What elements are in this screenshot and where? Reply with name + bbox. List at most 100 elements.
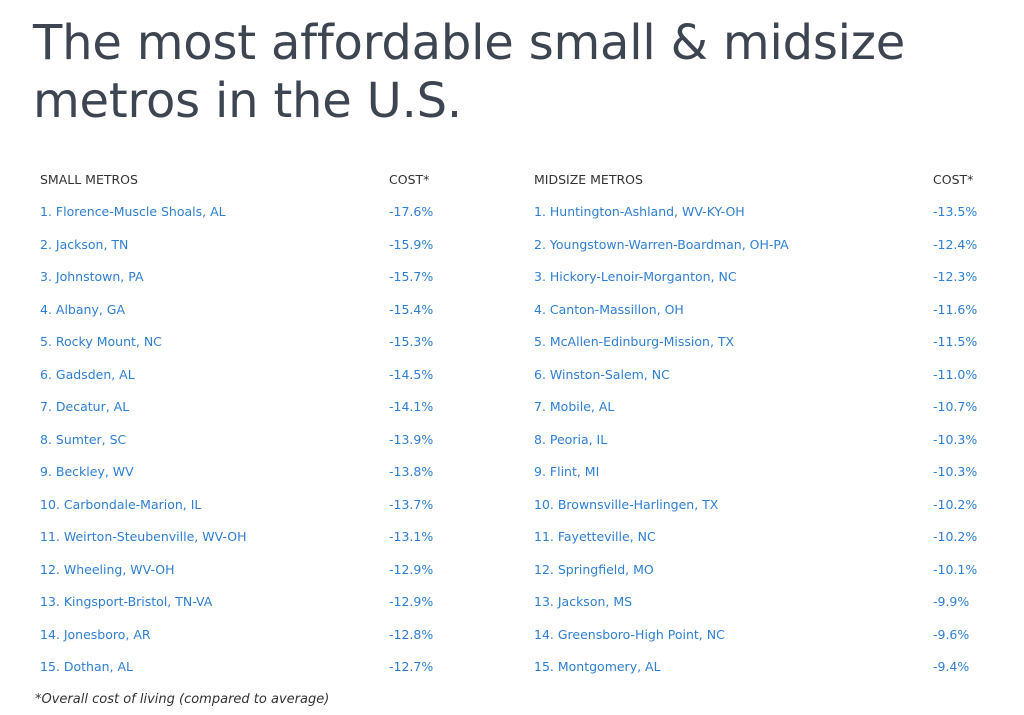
table-row[interactable]: 11. Fayetteville, NC -10.2%	[534, 521, 984, 554]
metro-name-link[interactable]: 2. Jackson, TN	[40, 236, 129, 252]
metro-name-link[interactable]: 13. Jackson, MS	[534, 594, 633, 609]
midsize-metros-table: MIDSIZE METROS COST* 1. Huntington-Ashla…	[534, 164, 984, 684]
cost-value: -13.1%	[389, 529, 434, 544]
metro-name-link[interactable]: 7. Mobile, AL	[534, 399, 615, 414]
footnote: *Overall cost of living (compared to ave…	[35, 692, 330, 707]
cost-value: -13.8%	[389, 464, 434, 479]
cost-value: -15.7%	[389, 269, 434, 284]
cost-value: -10.2%	[933, 496, 978, 512]
metro-name-link[interactable]: 9. Flint, MI	[534, 464, 600, 479]
metro-name-link[interactable]: 9. Beckley, WV	[40, 464, 134, 479]
cost-value: -10.2%	[933, 529, 978, 544]
cost-value: -12.7%	[389, 659, 434, 674]
metro-name-link[interactable]: 10. Carbondale-Marion, IL	[40, 496, 202, 512]
metro-name-link[interactable]: 8. Peoria, IL	[534, 431, 608, 447]
metro-name-link[interactable]: 1. Huntington-Ashland, WV-KY-OH	[534, 204, 745, 219]
cost-value: -13.7%	[389, 496, 434, 512]
table-row[interactable]: 10. Brownsville-Harlingen, TX -10.2%	[534, 489, 984, 522]
cost-value: -12.8%	[389, 626, 434, 642]
cost-value: -14.5%	[389, 366, 434, 382]
table-row[interactable]: 15. Montgomery, AL -9.4%	[534, 651, 984, 684]
table-row[interactable]: 12. Wheeling, WV-OH -12.9%	[40, 554, 440, 587]
table-row[interactable]: 3. Johnstown, PA -15.7%	[40, 261, 440, 294]
metro-name-link[interactable]: 11. Weirton-Steubenville, WV-OH	[40, 529, 247, 544]
column-header-cost: COST*	[933, 172, 974, 187]
table-row[interactable]: 1. Huntington-Ashland, WV-KY-OH -13.5%	[534, 196, 984, 229]
cost-value: -10.3%	[933, 431, 978, 447]
metro-name-link[interactable]: 6. Winston-Salem, NC	[534, 366, 670, 382]
table-row[interactable]: 11. Weirton-Steubenville, WV-OH -13.1%	[40, 521, 440, 554]
table-row[interactable]: 14. Jonesboro, AR -12.8%	[40, 619, 440, 652]
metro-name-link[interactable]: 3. Hickory-Lenoir-Morganton, NC	[534, 269, 737, 284]
cost-value: -13.9%	[389, 431, 434, 447]
small-metros-table: SMALL METROS COST* 1. Florence-Muscle Sh…	[40, 164, 440, 684]
metro-name-link[interactable]: 14. Greensboro-High Point, NC	[534, 626, 725, 642]
table-row[interactable]: 6. Gadsden, AL -14.5%	[40, 359, 440, 392]
metro-name-link[interactable]: 10. Brownsville-Harlingen, TX	[534, 496, 719, 512]
cost-value: -9.9%	[933, 594, 970, 609]
column-header-cost: COST*	[389, 172, 430, 187]
table-row[interactable]: 14. Greensboro-High Point, NC -9.6%	[534, 619, 984, 652]
metro-name-link[interactable]: 7. Decatur, AL	[40, 399, 130, 414]
table-row[interactable]: 3. Hickory-Lenoir-Morganton, NC -12.3%	[534, 261, 984, 294]
table-row[interactable]: 1. Florence-Muscle Shoals, AL -17.6%	[40, 196, 440, 229]
cost-value: -12.4%	[933, 236, 978, 252]
table-row[interactable]: 4. Albany, GA -15.4%	[40, 294, 440, 327]
table-row[interactable]: 9. Flint, MI -10.3%	[534, 456, 984, 489]
cost-value: -10.1%	[933, 561, 978, 577]
cost-value: -14.1%	[389, 399, 434, 414]
metro-name-link[interactable]: 6. Gadsden, AL	[40, 366, 135, 382]
table-row[interactable]: 13. Kingsport-Bristol, TN-VA -12.9%	[40, 586, 440, 619]
cost-value: -11.5%	[933, 334, 978, 349]
cost-value: -15.4%	[389, 301, 434, 317]
metro-name-link[interactable]: 3. Johnstown, PA	[40, 269, 144, 284]
table-row[interactable]: 4. Canton-Massillon, OH -11.6%	[534, 294, 984, 327]
column-header-metro: SMALL METROS	[40, 172, 138, 187]
cost-value: -10.3%	[933, 464, 978, 479]
table-row[interactable]: 2. Youngstown-Warren-Boardman, OH-PA -12.…	[534, 229, 984, 262]
cost-value: -11.6%	[933, 301, 978, 317]
metro-name-link[interactable]: 4. Albany, GA	[40, 301, 126, 317]
table-row[interactable]: 2. Jackson, TN -15.9%	[40, 229, 440, 262]
metro-name-link[interactable]: 2. Youngstown-Warren-Boardman, OH-PA	[534, 236, 789, 252]
page-title: The most affordable small & midsize metr…	[33, 15, 906, 129]
metro-name-link[interactable]: 13. Kingsport-Bristol, TN-VA	[40, 594, 213, 609]
table-row[interactable]: 5. McAllen-Edinburg-Mission, TX -11.5%	[534, 326, 984, 359]
metro-name-link[interactable]: 4. Canton-Massillon, OH	[534, 301, 684, 317]
cost-value: -12.9%	[389, 594, 434, 609]
table-row[interactable]: 12. Springfield, MO -10.1%	[534, 554, 984, 587]
metro-name-link[interactable]: 5. McAllen-Edinburg-Mission, TX	[534, 334, 735, 349]
table-row[interactable]: 9. Beckley, WV -13.8%	[40, 456, 440, 489]
cost-value: -11.0%	[933, 366, 978, 382]
table-row[interactable]: 15. Dothan, AL -12.7%	[40, 651, 440, 684]
metro-name-link[interactable]: 5. Rocky Mount, NC	[40, 334, 162, 349]
cost-value: -13.5%	[933, 204, 978, 219]
column-header-metro: MIDSIZE METROS	[534, 172, 643, 187]
table-row[interactable]: 5. Rocky Mount, NC -15.3%	[40, 326, 440, 359]
metro-name-link[interactable]: 12. Springfield, MO	[534, 561, 654, 577]
metro-name-link[interactable]: 15. Montgomery, AL	[534, 659, 661, 674]
metro-name-link[interactable]: 12. Wheeling, WV-OH	[40, 561, 175, 577]
table-row[interactable]: 8. Sumter, SC -13.9%	[40, 424, 440, 457]
cost-value: -12.9%	[389, 561, 434, 577]
cost-value: -12.3%	[933, 269, 978, 284]
table-row[interactable]: 10. Carbondale-Marion, IL -13.7%	[40, 489, 440, 522]
metro-name-link[interactable]: 11. Fayetteville, NC	[534, 529, 656, 544]
metro-name-link[interactable]: 14. Jonesboro, AR	[40, 626, 151, 642]
metro-name-link[interactable]: 1. Florence-Muscle Shoals, AL	[40, 204, 226, 219]
cost-value: -17.6%	[389, 204, 434, 219]
cost-value: -10.7%	[933, 399, 978, 414]
cost-value: -15.9%	[389, 236, 434, 252]
metro-name-link[interactable]: 8. Sumter, SC	[40, 431, 127, 447]
table-row[interactable]: 8. Peoria, IL -10.3%	[534, 424, 984, 457]
table-row[interactable]: 7. Decatur, AL -14.1%	[40, 391, 440, 424]
table-header: MIDSIZE METROS COST*	[534, 164, 984, 196]
table-row[interactable]: 6. Winston-Salem, NC -11.0%	[534, 359, 984, 392]
table-header: SMALL METROS COST*	[40, 164, 440, 196]
table-row[interactable]: 13. Jackson, MS -9.9%	[534, 586, 984, 619]
cost-value: -9.4%	[933, 659, 970, 674]
table-row[interactable]: 7. Mobile, AL -10.7%	[534, 391, 984, 424]
cost-value: -15.3%	[389, 334, 434, 349]
cost-value: -9.6%	[933, 626, 970, 642]
metro-name-link[interactable]: 15. Dothan, AL	[40, 659, 133, 674]
